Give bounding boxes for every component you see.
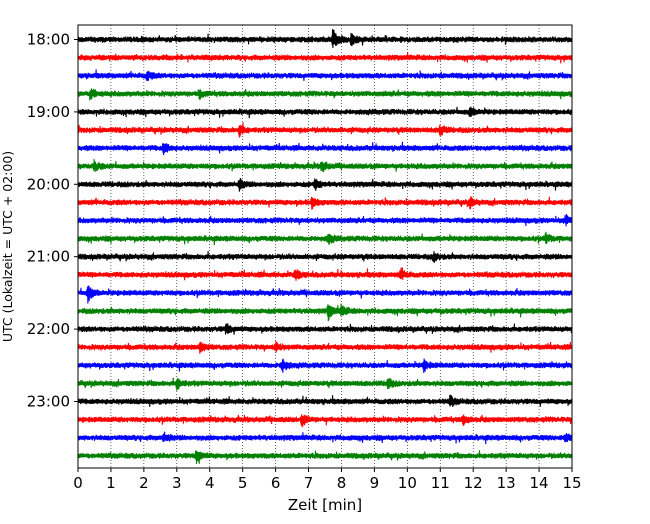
trace-row-10 [77, 213, 573, 227]
y-tick-label: 18:00 [27, 31, 70, 49]
x-tick-label: 5 [238, 474, 248, 492]
x-tick-label: 3 [172, 474, 182, 492]
trace-row-12 [77, 251, 573, 263]
trace-row-17 [77, 340, 573, 354]
x-tick-label: 2 [139, 474, 149, 492]
x-tick-label: 12 [464, 474, 483, 492]
trace-row-3 [77, 88, 573, 101]
x-tick-label: 9 [370, 474, 380, 492]
vertical-gridlines [110, 25, 540, 468]
x-axis-ticks: 0 1 2 3 4 5 6 7 8 9 10 11 12 13 14 15 [73, 468, 582, 492]
x-tick-label: 7 [304, 474, 314, 492]
trace-row-20 [77, 394, 573, 407]
trace-row-1 [77, 52, 573, 64]
x-tick-label: 0 [73, 474, 83, 492]
trace-row-19 [77, 377, 573, 391]
x-tick-label: 6 [271, 474, 281, 492]
trace-row-5 [77, 122, 573, 138]
x-tick-label: 1 [106, 474, 116, 492]
y-tick-label: 23:00 [27, 393, 70, 411]
y-tick-label: 19:00 [27, 103, 70, 121]
y-tick-label: 22:00 [27, 320, 70, 338]
trace-row-8 [77, 177, 573, 192]
x-axis-label: Zeit [min] [288, 496, 362, 514]
trace-row-21 [77, 414, 573, 428]
plot-frame [77, 24, 573, 469]
trace-row-6 [77, 141, 573, 155]
x-tick-label: 13 [497, 474, 516, 492]
trace-row-22 [77, 431, 573, 445]
trace-row-13 [77, 267, 573, 281]
x-tick-label: 14 [530, 474, 549, 492]
x-tick-label: 10 [398, 474, 417, 492]
y-axis-label: UTC (Lokalzeit = UTC + 02:00) [0, 151, 15, 342]
x-tick-label: 4 [205, 474, 215, 492]
y-tick-label: 21:00 [27, 248, 70, 266]
trace-row-15 [77, 303, 573, 322]
trace-row-2 [77, 69, 573, 81]
trace-row-18 [77, 358, 573, 373]
y-axis-ticks: 18:00 19:00 20:00 21:00 22:00 23:00 [27, 31, 78, 411]
trace-row-11 [77, 231, 573, 245]
trace-row-4 [77, 106, 573, 119]
seismogram-traces [77, 28, 573, 464]
trace-row-9 [77, 196, 573, 210]
x-tick-label: 8 [337, 474, 347, 492]
y-tick-label: 20:00 [27, 175, 70, 193]
x-tick-label: 15 [562, 474, 581, 492]
x-tick-label: 11 [431, 474, 450, 492]
trace-row-0 [77, 28, 573, 49]
trace-row-14 [77, 285, 573, 304]
trace-row-7 [77, 159, 573, 173]
trace-row-16 [77, 323, 573, 335]
trace-row-23 [77, 450, 573, 464]
